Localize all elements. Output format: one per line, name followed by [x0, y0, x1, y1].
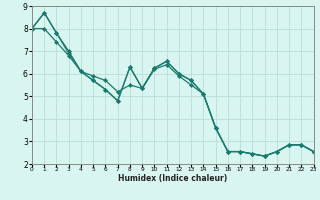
X-axis label: Humidex (Indice chaleur): Humidex (Indice chaleur): [118, 174, 228, 183]
